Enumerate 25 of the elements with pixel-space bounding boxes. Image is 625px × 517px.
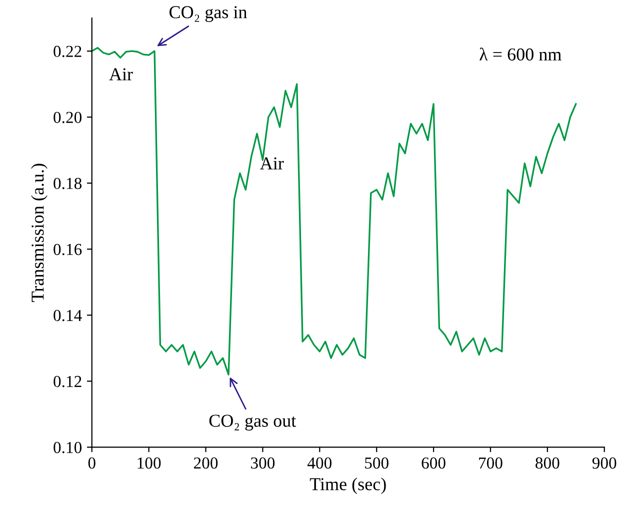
- x-tick-label: 600: [422, 457, 446, 469]
- y-tick-label: 0.16: [54, 244, 82, 256]
- x-tick-label: 800: [536, 457, 560, 469]
- y-tick-label: 0.18: [54, 178, 82, 190]
- y-tick-label: 0.20: [54, 112, 82, 124]
- x-axis-title: Time (sec): [310, 478, 386, 494]
- x-tick-label: 500: [365, 457, 388, 469]
- x-tick-label: 200: [194, 457, 218, 469]
- x-tick-label: 100: [138, 457, 161, 469]
- y-tick-label: 0.12: [54, 376, 82, 388]
- x-tick-label: 300: [251, 457, 275, 469]
- x-tick-label: 400: [307, 457, 332, 469]
- y-tick-label: 0.22: [54, 46, 82, 58]
- annotation: Air: [109, 68, 133, 80]
- y-tick-label: 0.10: [54, 442, 82, 454]
- y-tick-label: 0.14: [54, 310, 82, 322]
- annotation: Air: [260, 157, 284, 170]
- x-tick-label: 700: [479, 457, 502, 469]
- x-tick-label: 0: [88, 457, 96, 469]
- annotation: CO₂ gas in: [169, 6, 247, 22]
- line-series: [92, 46, 577, 376]
- annotation: λ = 600 nm: [480, 48, 562, 61]
- y-axis-title: Transmission (a.u.): [31, 164, 48, 302]
- annotation: CO₂ gas out: [209, 414, 296, 431]
- x-tick-label: 900: [592, 457, 616, 469]
